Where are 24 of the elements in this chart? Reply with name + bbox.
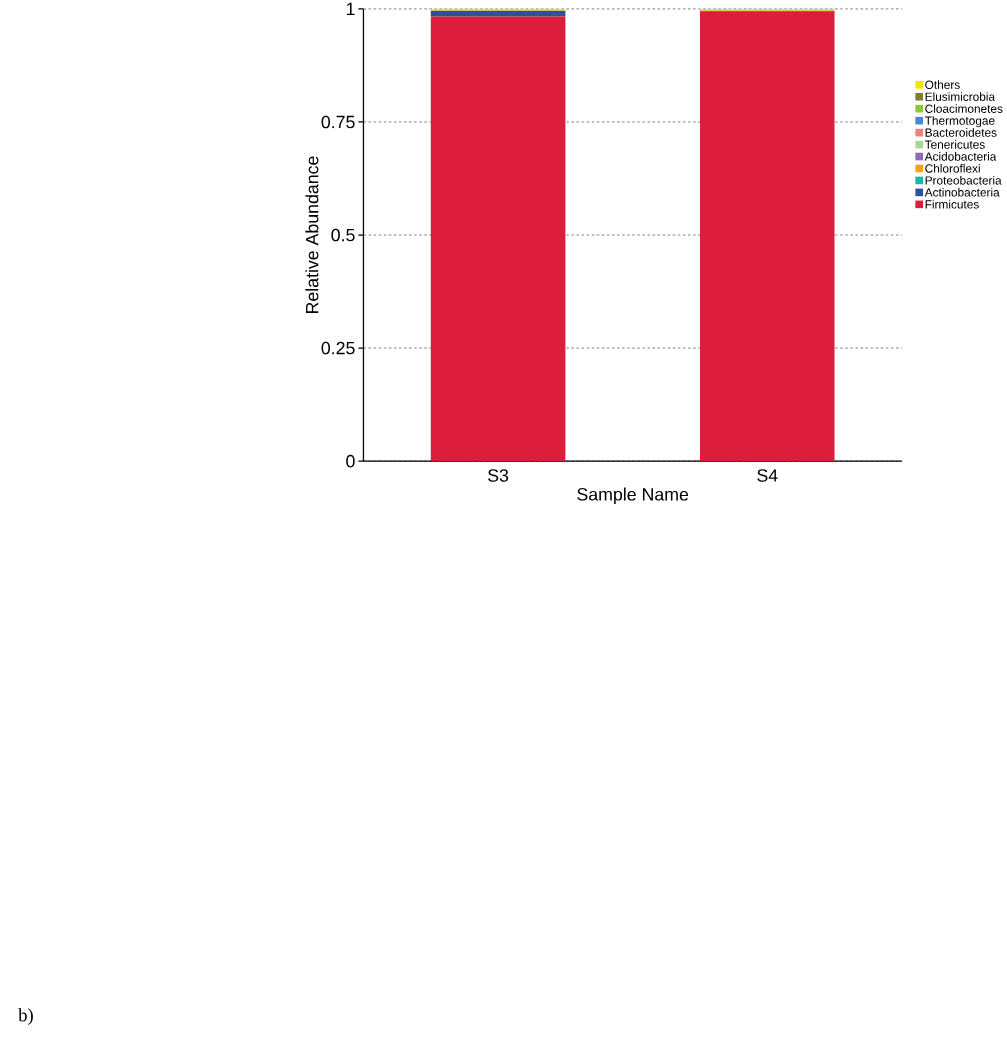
- x-axis-title: Sample Name: [577, 487, 689, 505]
- bar: [430, 10, 566, 17]
- legend-label: Elusimicrobia: [925, 92, 995, 101]
- x-tick-label: S4: [757, 469, 778, 482]
- legend-label: Chloroflexi: [925, 163, 980, 173]
- legend-label: Actinobacteria: [924, 187, 1000, 197]
- legend-label: Acidobacteria: [924, 152, 997, 161]
- legend-label: Proteobacteria: [925, 175, 1002, 185]
- legend-label: Thermotogae: [924, 116, 995, 128]
- legend-label: Firmicutes: [925, 199, 979, 209]
- legend-label: Others: [925, 80, 960, 89]
- y-tick-label: 0: [346, 454, 355, 468]
- y-tick-label: 0.25: [321, 341, 355, 355]
- x-tick-label: S3: [487, 469, 509, 482]
- bar: [430, 16, 566, 462]
- text: b): [18, 1008, 33, 1026]
- legend-label: Tenericutes: [924, 140, 985, 149]
- y-tick-label: 0.5: [331, 228, 355, 242]
- y-axis-title: Relative Abundance: [305, 156, 319, 314]
- y-tick-label: 0.75: [321, 115, 355, 129]
- legend-label: Bacteroidetes: [925, 128, 997, 137]
- y-tick-label: 1: [346, 2, 355, 16]
- bar: [699, 12, 835, 462]
- legend-label: Cloacimonetes: [925, 104, 1003, 113]
